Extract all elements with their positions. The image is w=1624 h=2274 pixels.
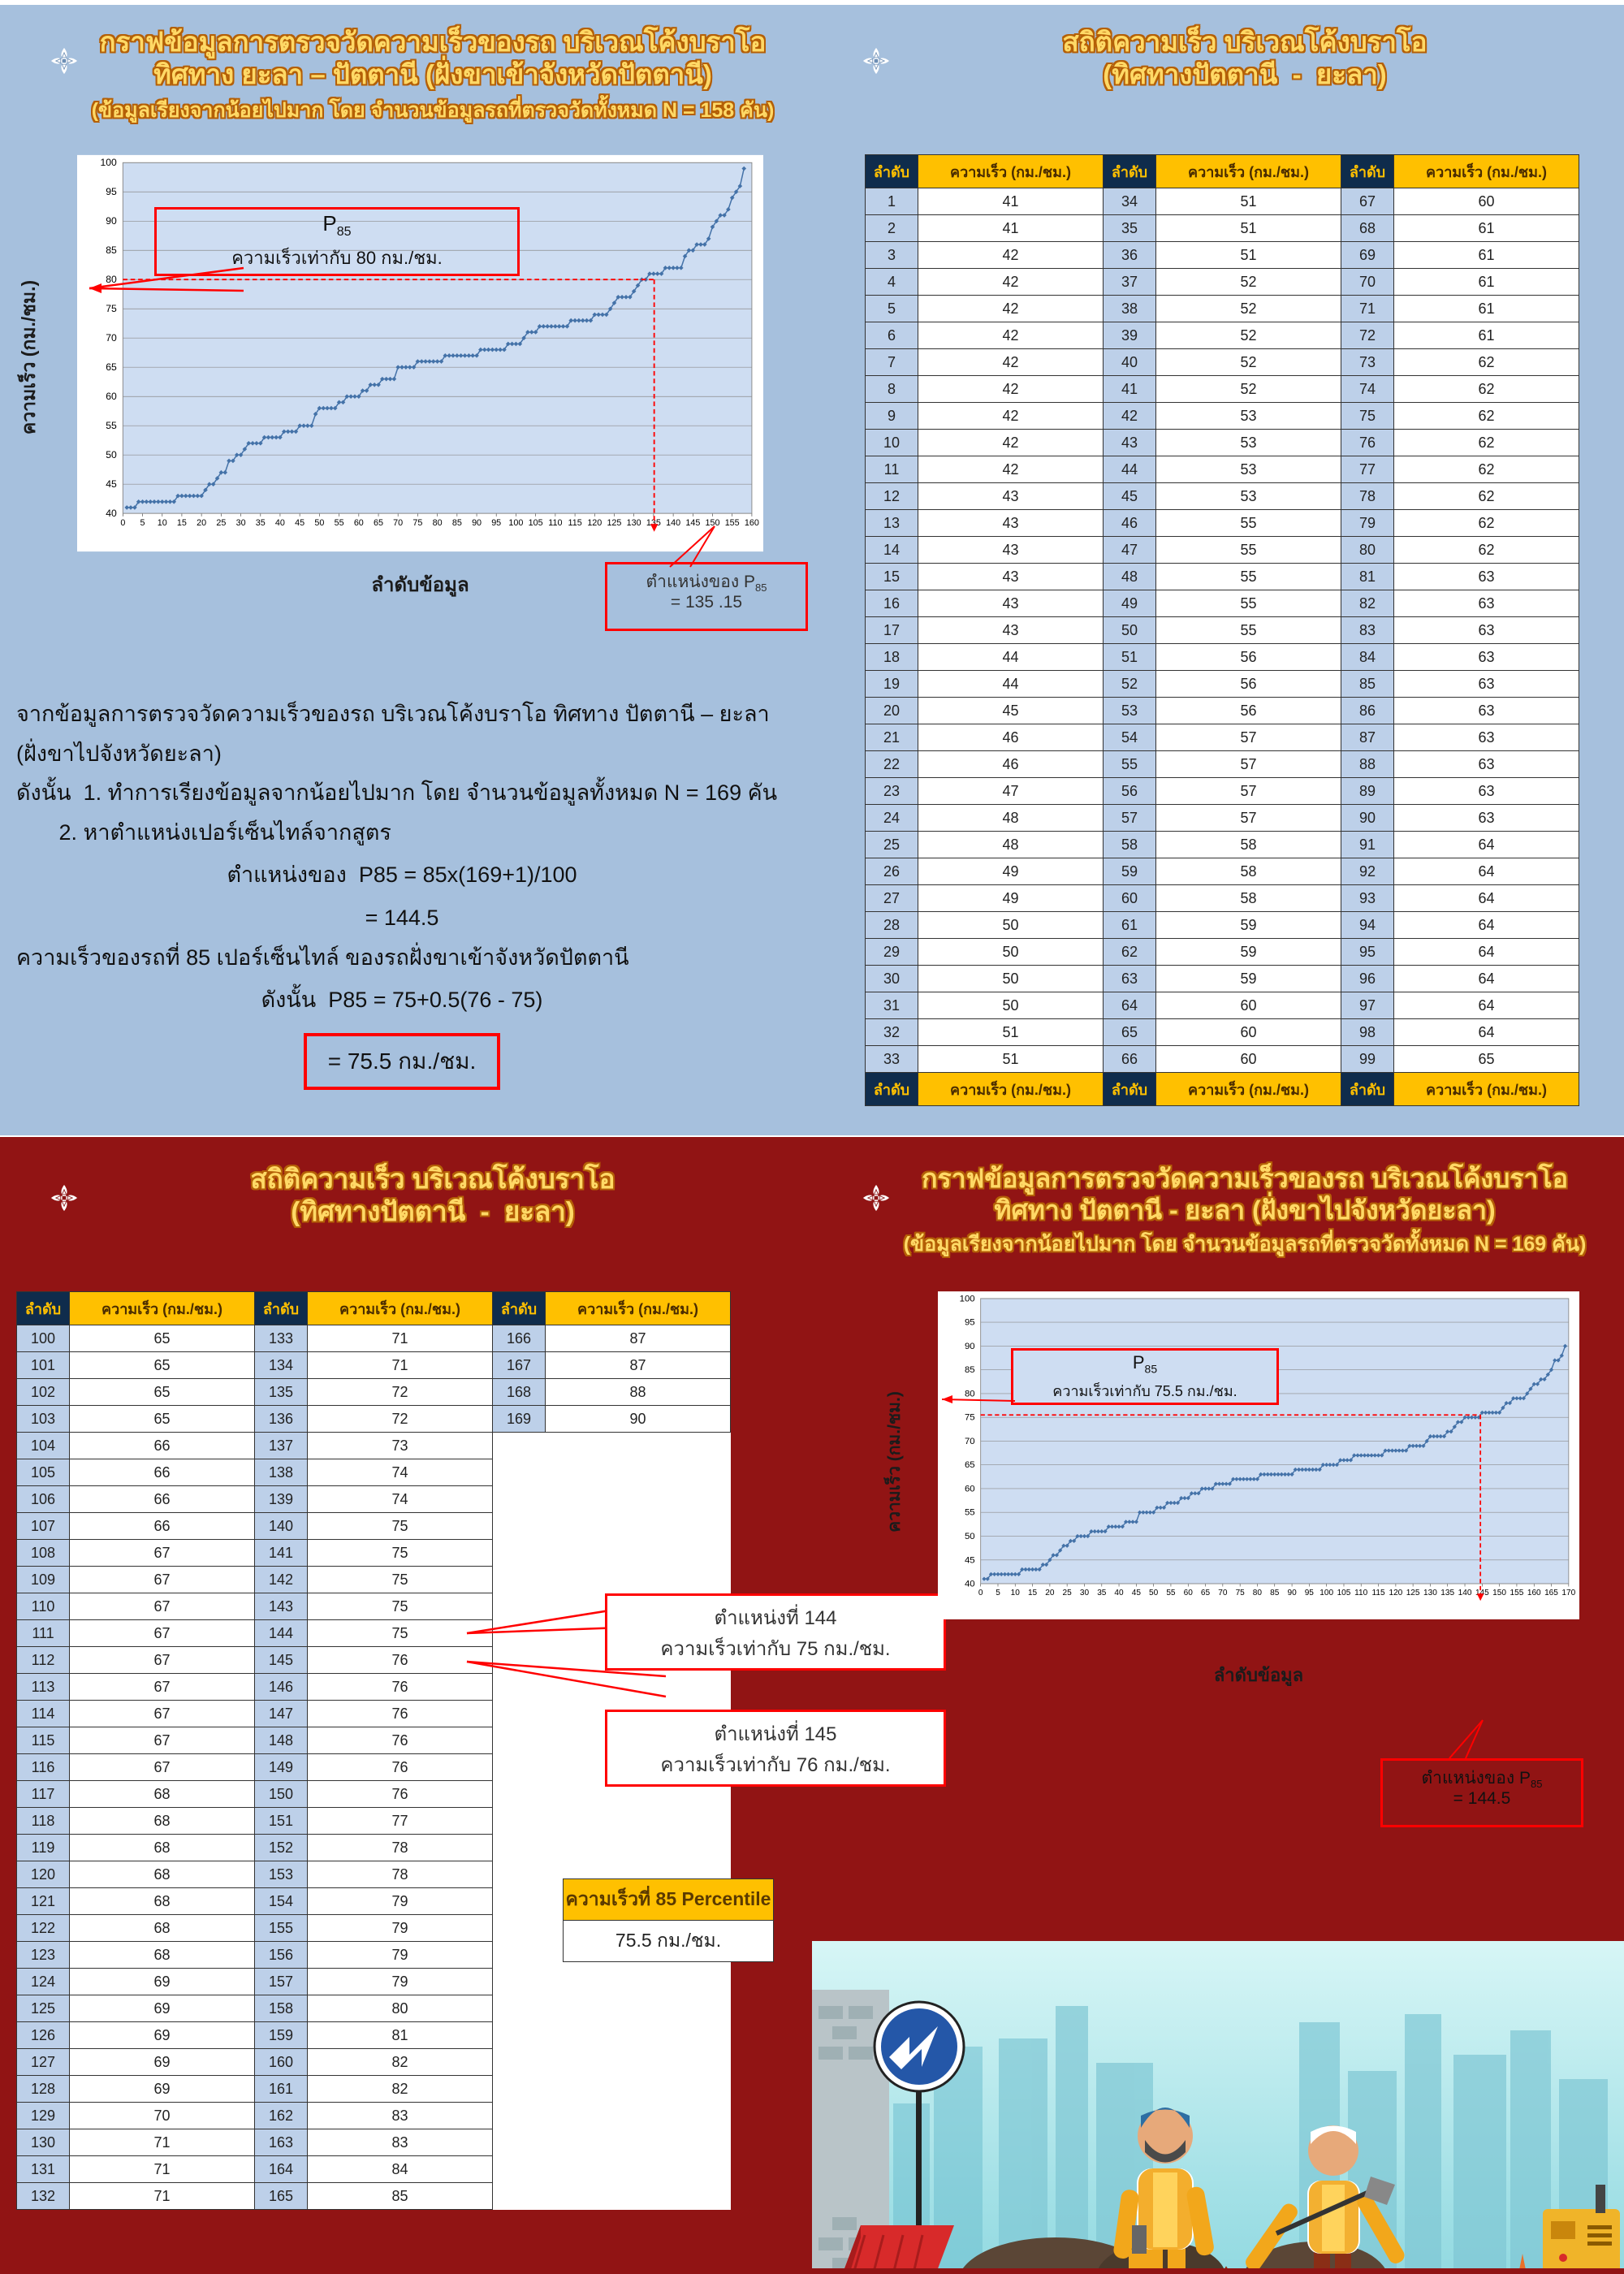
svg-text:115: 115 xyxy=(1372,1589,1385,1597)
svg-text:75: 75 xyxy=(965,1413,975,1423)
svg-text:65: 65 xyxy=(965,1460,975,1470)
svg-text:65: 65 xyxy=(374,518,383,528)
svg-text:150: 150 xyxy=(1492,1589,1506,1597)
svg-text:70: 70 xyxy=(106,332,117,344)
svg-text:105: 105 xyxy=(1337,1589,1351,1597)
svg-text:30: 30 xyxy=(1080,1589,1090,1597)
svg-text:105: 105 xyxy=(529,518,543,528)
svg-text:30: 30 xyxy=(236,518,246,528)
svg-text:0: 0 xyxy=(978,1589,983,1597)
svg-text:95: 95 xyxy=(1305,1589,1315,1597)
svg-text:85: 85 xyxy=(452,518,462,528)
svg-text:45: 45 xyxy=(295,518,304,528)
svg-text:125: 125 xyxy=(607,518,621,528)
svg-text:130: 130 xyxy=(1423,1589,1437,1597)
svg-text:60: 60 xyxy=(106,391,117,402)
svg-text:100: 100 xyxy=(960,1294,975,1303)
svg-text:160: 160 xyxy=(1527,1589,1541,1597)
svg-text:130: 130 xyxy=(627,518,641,528)
svg-text:60: 60 xyxy=(1184,1589,1194,1597)
svg-text:75: 75 xyxy=(412,518,422,528)
svg-text:165: 165 xyxy=(1544,1589,1558,1597)
svg-text:65: 65 xyxy=(1201,1589,1211,1597)
svg-text:75: 75 xyxy=(106,303,117,314)
svg-text:100: 100 xyxy=(508,518,523,528)
svg-text:100: 100 xyxy=(100,157,117,168)
svg-text:0: 0 xyxy=(120,518,125,528)
svg-text:115: 115 xyxy=(568,518,582,528)
svg-text:95: 95 xyxy=(491,518,501,528)
svg-text:5: 5 xyxy=(140,518,145,528)
svg-text:50: 50 xyxy=(1149,1589,1159,1597)
svg-text:70: 70 xyxy=(393,518,403,528)
svg-text:45: 45 xyxy=(106,478,117,490)
svg-text:90: 90 xyxy=(1287,1589,1297,1597)
svg-text:10: 10 xyxy=(158,518,167,528)
svg-text:110: 110 xyxy=(548,518,562,528)
svg-text:60: 60 xyxy=(354,518,364,528)
svg-text:90: 90 xyxy=(472,518,482,528)
svg-text:20: 20 xyxy=(197,518,206,528)
svg-text:25: 25 xyxy=(216,518,226,528)
svg-text:35: 35 xyxy=(256,518,266,528)
svg-text:110: 110 xyxy=(1354,1589,1367,1597)
svg-text:55: 55 xyxy=(1166,1589,1176,1597)
svg-text:80: 80 xyxy=(1253,1589,1263,1597)
svg-text:15: 15 xyxy=(177,518,187,528)
svg-text:80: 80 xyxy=(433,518,443,528)
svg-text:20: 20 xyxy=(1045,1589,1055,1597)
svg-text:125: 125 xyxy=(1406,1589,1420,1597)
svg-text:170: 170 xyxy=(1561,1589,1575,1597)
svg-text:50: 50 xyxy=(965,1532,975,1541)
svg-text:45: 45 xyxy=(965,1555,975,1565)
svg-text:90: 90 xyxy=(106,215,117,227)
svg-text:120: 120 xyxy=(587,518,602,528)
svg-text:40: 40 xyxy=(965,1580,975,1589)
svg-text:95: 95 xyxy=(965,1318,975,1328)
svg-text:135: 135 xyxy=(1440,1589,1454,1597)
svg-text:40: 40 xyxy=(275,518,285,528)
svg-text:50: 50 xyxy=(106,449,117,460)
svg-text:65: 65 xyxy=(106,361,117,373)
svg-text:100: 100 xyxy=(1320,1589,1333,1597)
svg-text:25: 25 xyxy=(1063,1589,1073,1597)
svg-text:155: 155 xyxy=(1510,1589,1524,1597)
svg-text:140: 140 xyxy=(1458,1589,1472,1597)
svg-text:120: 120 xyxy=(1389,1589,1402,1597)
svg-text:35: 35 xyxy=(1097,1589,1107,1597)
svg-text:45: 45 xyxy=(1132,1589,1142,1597)
svg-text:10: 10 xyxy=(1011,1589,1021,1597)
svg-text:55: 55 xyxy=(106,420,117,431)
svg-text:70: 70 xyxy=(1218,1589,1228,1597)
svg-text:70: 70 xyxy=(965,1437,975,1446)
svg-text:40: 40 xyxy=(1114,1589,1124,1597)
svg-text:60: 60 xyxy=(965,1485,975,1494)
svg-text:75: 75 xyxy=(1236,1589,1246,1597)
svg-text:15: 15 xyxy=(1028,1589,1038,1597)
svg-text:95: 95 xyxy=(106,186,117,197)
svg-text:85: 85 xyxy=(1270,1589,1280,1597)
svg-text:55: 55 xyxy=(965,1508,975,1518)
svg-text:50: 50 xyxy=(314,518,324,528)
svg-text:40: 40 xyxy=(106,508,117,519)
svg-text:5: 5 xyxy=(996,1589,1000,1597)
svg-text:55: 55 xyxy=(335,518,344,528)
